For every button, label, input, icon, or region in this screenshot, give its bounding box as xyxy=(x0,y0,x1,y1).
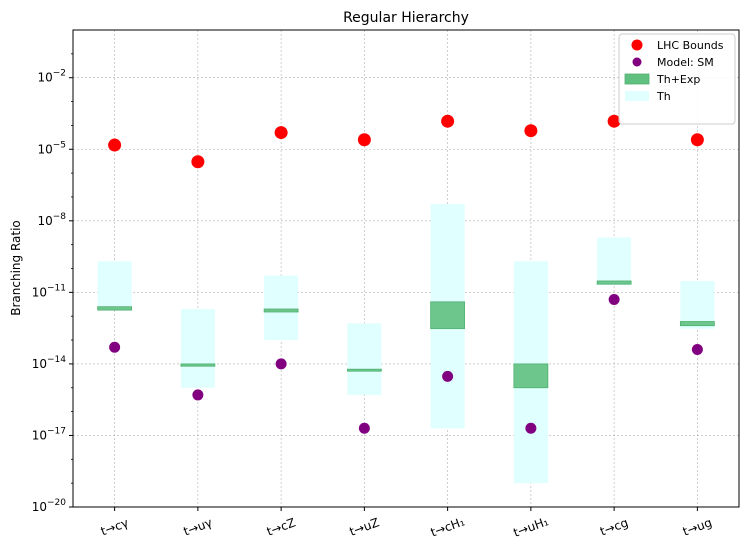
sm-model-point xyxy=(192,389,204,401)
sm-model-point xyxy=(109,341,121,353)
th-band xyxy=(180,309,215,388)
legend-label: Model: SM xyxy=(657,56,714,69)
lhc-bound-point xyxy=(524,124,538,138)
x-tick-label: t→ug xyxy=(681,515,714,538)
y-tick-label: 10−14 xyxy=(32,355,67,371)
sm-model-point xyxy=(691,344,703,356)
th-band xyxy=(680,280,715,329)
th-exp-band xyxy=(430,301,466,330)
chart-title: Regular Hierarchy xyxy=(343,10,469,26)
sm-model-point xyxy=(525,422,537,434)
y-tick-label: 10−8 xyxy=(37,212,66,228)
th-band xyxy=(97,261,132,310)
y-tick-label: 10−17 xyxy=(32,426,66,442)
th-band xyxy=(347,323,382,395)
legend-label: Th+Exp xyxy=(656,73,700,86)
y-tick-label: 10−11 xyxy=(32,283,66,299)
sm-model-point xyxy=(358,422,370,434)
x-tick-label: t→uH₁ xyxy=(511,514,550,540)
th-exp-band xyxy=(97,306,133,311)
x-tick-label: t→cZ xyxy=(265,515,298,538)
legend-th-exp-swatch xyxy=(624,73,650,85)
legend-lhc-marker xyxy=(631,39,643,51)
legend: LHC Bounds Model: SM Th+Exp Th xyxy=(618,33,736,125)
th-exp-band xyxy=(596,280,632,285)
lhc-bound-point xyxy=(108,138,122,152)
y-tick-label: 10−20 xyxy=(32,498,67,514)
legend-th-swatch xyxy=(625,91,649,101)
th-exp-band xyxy=(180,363,216,367)
x-tick-label: t→cg xyxy=(598,515,630,538)
x-tick-label: t→uZ xyxy=(348,515,382,539)
lhc-bound-point xyxy=(441,114,455,128)
x-tick-label: t→uγ xyxy=(182,515,214,538)
th-band-layer xyxy=(97,204,715,484)
legend-sm-marker xyxy=(632,57,642,67)
lhc-bound-point xyxy=(357,133,371,147)
y-tick-label: 10−2 xyxy=(37,69,66,85)
th-exp-band-layer xyxy=(97,280,715,389)
lhc-bound-point xyxy=(191,155,205,169)
x-tick-label: t→cγ xyxy=(99,516,131,539)
marker-layer xyxy=(108,114,704,434)
lhc-bound-point xyxy=(274,126,288,140)
th-exp-band xyxy=(263,308,299,313)
sm-model-point xyxy=(608,294,620,306)
sm-model-point xyxy=(442,370,454,382)
legend-box xyxy=(618,33,736,125)
th-exp-band xyxy=(346,368,382,372)
th-band xyxy=(264,275,299,341)
th-exp-band xyxy=(679,321,715,327)
th-band xyxy=(597,237,632,286)
th-exp-band xyxy=(513,363,549,389)
y-tick-label: 10−5 xyxy=(37,140,66,156)
legend-label: Th xyxy=(656,90,671,103)
sm-model-point xyxy=(275,358,287,370)
lhc-bound-point xyxy=(690,133,704,147)
y-axis-label: Branching Ratio xyxy=(9,220,23,316)
legend-label: LHC Bounds xyxy=(657,39,724,52)
lhc-bound-point xyxy=(607,114,621,128)
x-tick-label: t→cH₁ xyxy=(429,514,467,539)
